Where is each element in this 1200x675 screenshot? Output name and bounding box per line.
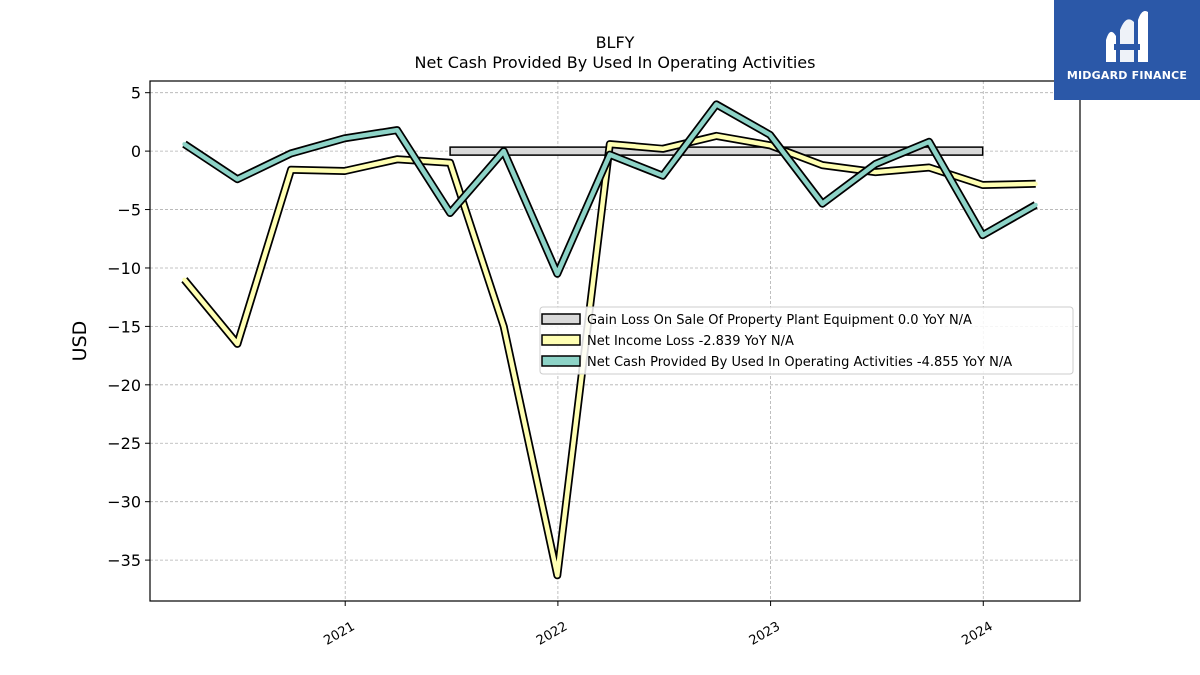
data-point bbox=[820, 163, 825, 168]
data-point bbox=[714, 102, 719, 107]
y-tick-label: −5 bbox=[117, 201, 141, 220]
y-tick-label: −35 bbox=[107, 551, 141, 570]
series-line-outline bbox=[182, 100, 1038, 278]
legend-item: Net Income Loss -2.839 YoY N/A bbox=[541, 334, 794, 349]
legend: Gain Loss On Sale Of Property Plant Equi… bbox=[539, 306, 1074, 375]
data-point bbox=[927, 165, 932, 170]
data-point bbox=[820, 201, 825, 206]
data-point bbox=[501, 149, 506, 154]
data-point bbox=[714, 133, 719, 138]
x-tick-label: 2021 bbox=[321, 619, 357, 649]
data-point bbox=[660, 173, 665, 178]
data-point bbox=[1033, 202, 1038, 207]
data-point bbox=[873, 170, 878, 175]
data-point bbox=[873, 161, 878, 166]
legend-item: Net Cash Provided By Used In Operating A… bbox=[541, 355, 1012, 370]
series-3 bbox=[182, 100, 1038, 278]
data-point bbox=[182, 277, 187, 282]
logo: MIDGARD FINANCE bbox=[1054, 0, 1200, 100]
logo-mark-icon bbox=[1106, 11, 1148, 62]
y-tick-label: −30 bbox=[107, 493, 141, 512]
legend-label: Gain Loss On Sale Of Property Plant Equi… bbox=[587, 313, 972, 328]
y-tick-label: −25 bbox=[107, 434, 141, 453]
series-1 bbox=[449, 146, 984, 156]
data-point bbox=[980, 183, 985, 187]
chart-title: BLFY bbox=[596, 33, 635, 52]
data-point bbox=[660, 146, 665, 151]
data-point bbox=[501, 324, 506, 329]
data-point bbox=[607, 152, 612, 157]
data-point bbox=[1033, 181, 1038, 186]
data-point bbox=[342, 168, 347, 173]
data-point bbox=[768, 132, 772, 137]
x-axis-ticks: 2021 2022 2023 2024 bbox=[321, 601, 996, 649]
legend-box bbox=[539, 306, 1074, 375]
y-tick-label: 0 bbox=[131, 142, 141, 161]
data-point bbox=[555, 573, 560, 578]
x-tick-label: 2023 bbox=[747, 619, 783, 649]
legend-swatch bbox=[541, 334, 581, 346]
data-point bbox=[182, 142, 187, 147]
legend-label: Net Income Loss -2.839 YoY N/A bbox=[587, 334, 794, 349]
data-point bbox=[448, 211, 453, 216]
data-point bbox=[289, 151, 294, 156]
legend-label: Net Cash Provided By Used In Operating A… bbox=[587, 355, 1012, 370]
legend-swatch bbox=[541, 313, 581, 325]
logo-text: MIDGARD FINANCE bbox=[1066, 69, 1188, 82]
data-point bbox=[768, 143, 772, 148]
legend-item: Gain Loss On Sale Of Property Plant Equi… bbox=[541, 313, 972, 328]
chart-subtitle: Net Cash Provided By Used In Operating A… bbox=[415, 53, 816, 72]
legend-swatch bbox=[541, 355, 581, 367]
data-point bbox=[289, 167, 294, 172]
series-band bbox=[449, 146, 984, 156]
series-2 bbox=[181, 131, 1038, 580]
data-point bbox=[342, 136, 347, 141]
series-layer bbox=[181, 100, 1038, 580]
series-line bbox=[183, 102, 1037, 277]
y-axis-ticks: 5 0 −5 −10 −15 −20 −25 −30 −35 bbox=[107, 84, 150, 570]
data-point bbox=[235, 341, 240, 346]
data-point bbox=[395, 128, 400, 133]
data-point bbox=[448, 160, 453, 165]
x-tick-label: 2024 bbox=[959, 619, 995, 649]
y-tick-label: −20 bbox=[107, 376, 141, 395]
data-point bbox=[555, 271, 560, 276]
plot-frame bbox=[149, 80, 1081, 602]
data-point bbox=[607, 142, 612, 147]
y-axis-label: USD bbox=[69, 321, 91, 362]
data-point bbox=[927, 139, 932, 144]
data-point bbox=[395, 157, 400, 162]
x-tick-label: 2022 bbox=[534, 619, 570, 649]
y-tick-label: −10 bbox=[107, 259, 141, 278]
data-point bbox=[980, 233, 985, 238]
y-tick-label: −15 bbox=[107, 317, 141, 336]
data-point bbox=[235, 177, 240, 182]
y-tick-label: 5 bbox=[131, 84, 141, 103]
